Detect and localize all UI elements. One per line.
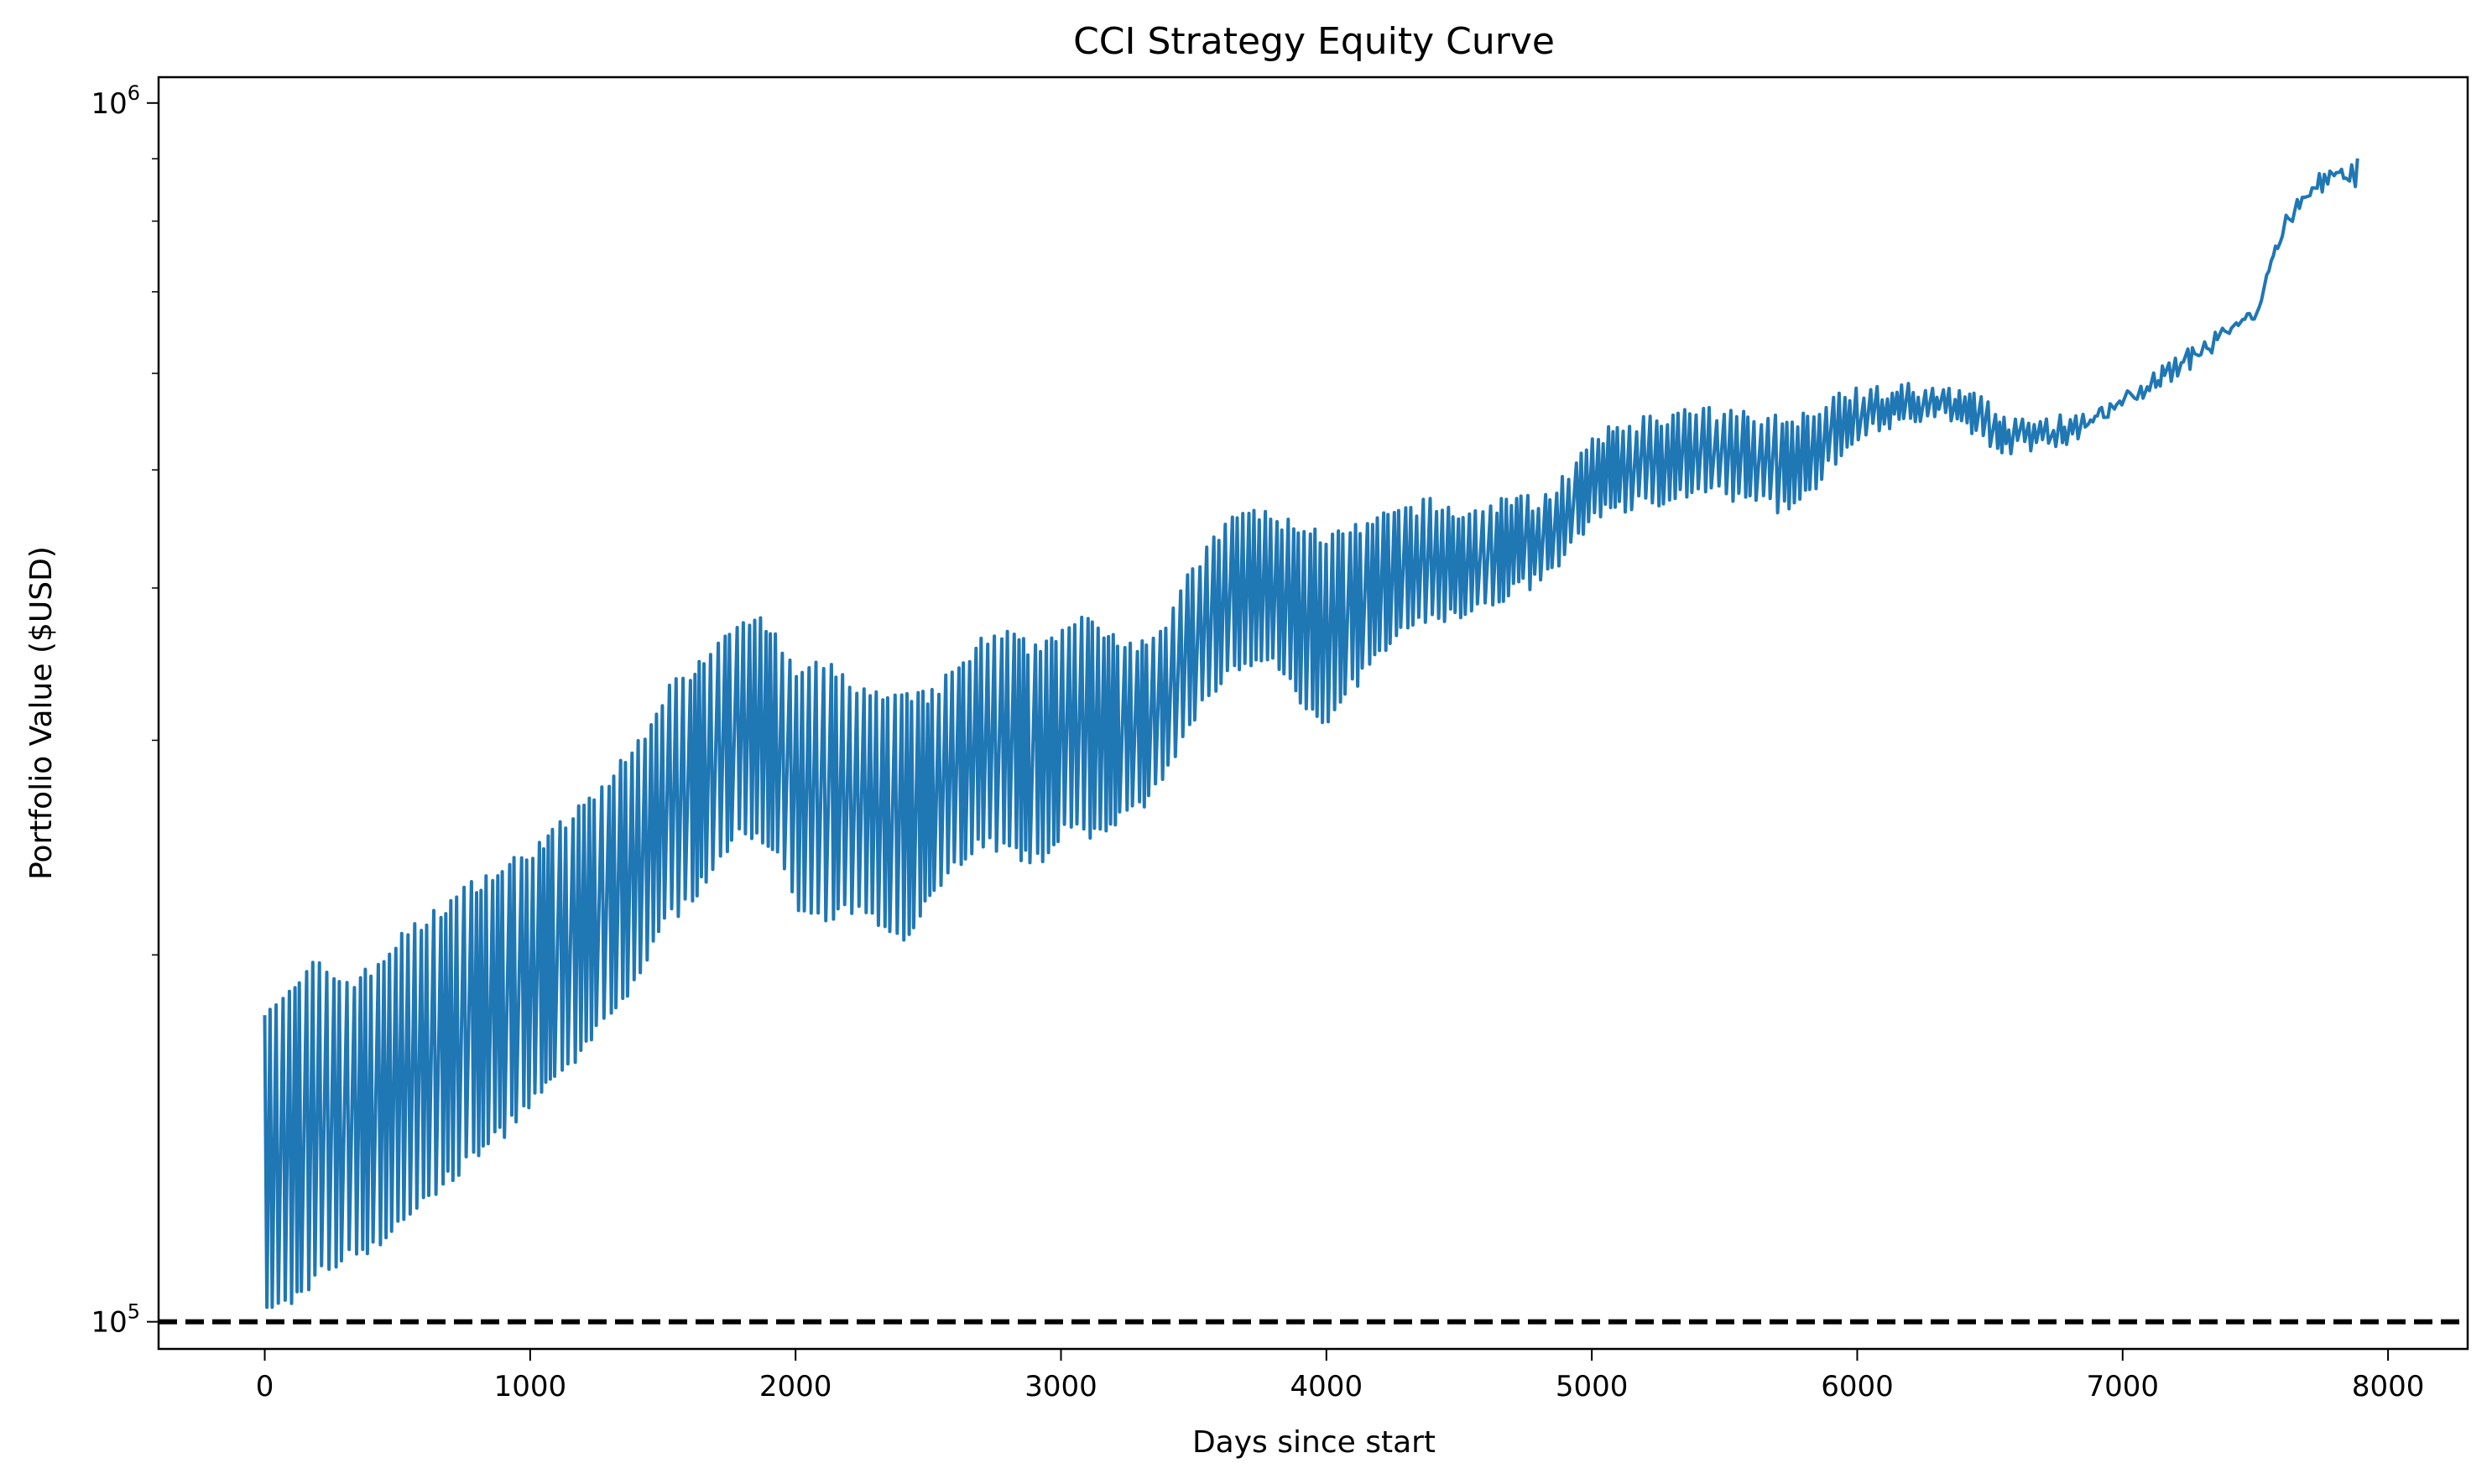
x-tick-label: 6000: [1821, 1370, 1894, 1403]
x-tick-label: 1000: [494, 1370, 567, 1403]
y-axis-label: Portfolio Value ($USD): [24, 546, 59, 880]
y-tick-label-base: 10: [91, 87, 127, 121]
x-tick-label: 0: [256, 1370, 274, 1403]
y-tick-label-exponent: 5: [128, 1300, 140, 1324]
chart-title: CCI Strategy Equity Curve: [1073, 20, 1555, 63]
x-tick-label: 4000: [1290, 1370, 1363, 1403]
plot-frame: [157, 76, 2469, 1351]
x-axis: 0 1000 2000 3000 4000 5000 6000 7000 8000: [256, 1349, 2425, 1403]
plot-area: [263, 158, 2359, 1310]
x-tick-label: 5000: [1556, 1370, 1629, 1403]
series-line-0: [263, 158, 2359, 1310]
x-tick-label: 7000: [2087, 1370, 2160, 1403]
y-tick-label-base: 10: [91, 1306, 127, 1340]
x-tick-label: 3000: [1024, 1370, 1097, 1403]
x-axis-label: Days since start: [1192, 1425, 1436, 1460]
y-tick-label: 106: [91, 81, 140, 121]
y-tick-label-exponent: 6: [128, 81, 140, 105]
x-tick-label: 2000: [759, 1370, 832, 1403]
x-tick-label: 8000: [2352, 1370, 2425, 1403]
y-tick-label: 105: [91, 1300, 140, 1340]
